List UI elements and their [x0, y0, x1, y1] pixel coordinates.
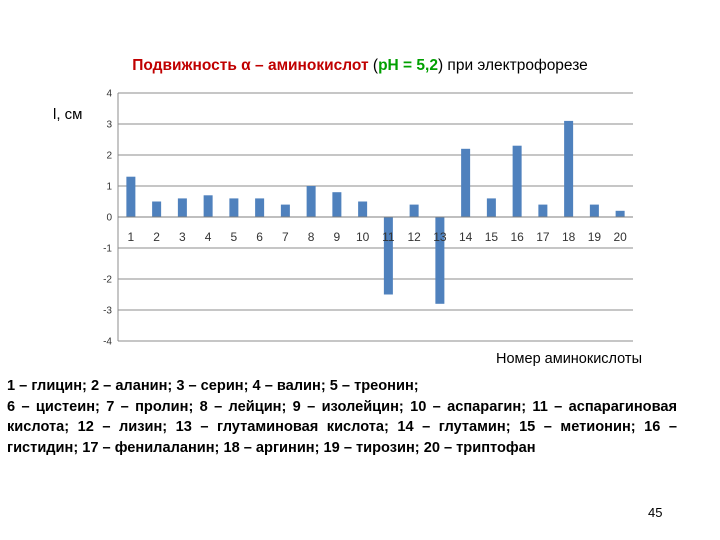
x-tick-label: 12	[407, 230, 421, 244]
x-tick-label: 19	[588, 230, 602, 244]
bar	[435, 217, 445, 304]
y-tick-label: 0	[106, 213, 112, 224]
bar	[255, 198, 265, 217]
x-tick-label: 11	[382, 230, 395, 244]
y-tick-label: -4	[103, 337, 112, 348]
x-tick-label: 9	[334, 230, 341, 244]
legend-line-1: 1 – глицин; 2 – аланин; 3 – серин; 4 – в…	[7, 378, 419, 394]
bar	[332, 192, 342, 217]
x-tick-label: 15	[485, 230, 499, 244]
bar	[538, 204, 548, 217]
bar	[486, 198, 496, 217]
bar	[229, 198, 239, 217]
x-tick-label: 14	[459, 230, 473, 244]
x-tick-label: 10	[356, 230, 370, 244]
y-tick-label: -2	[103, 275, 112, 286]
bar	[358, 201, 368, 217]
x-tick-label: 7	[282, 230, 289, 244]
title-paren-close: )	[437, 57, 444, 74]
y-tick-label: -1	[103, 244, 112, 255]
bar	[461, 148, 471, 217]
legend-line-rest: 6 – цистеин; 7 – пролин; 8 – лейцин; 9 –…	[7, 398, 677, 456]
title-ph: pH = 5,2	[378, 57, 438, 74]
x-tick-label: 2	[153, 230, 160, 244]
title-main: Подвижность α – аминокислот	[132, 57, 369, 74]
y-tick-label: 4	[106, 89, 112, 100]
x-tick-label: 6	[256, 230, 263, 244]
bar	[615, 210, 625, 217]
bar	[564, 120, 574, 217]
bar	[409, 204, 419, 217]
bar	[177, 198, 187, 217]
chart-title: Подвижность α – аминокислот (pH = 5,2) п…	[0, 56, 720, 76]
bar	[306, 186, 316, 217]
x-axis-label: Номер аминокислоты	[496, 351, 642, 367]
y-tick-label: 3	[106, 120, 112, 131]
page-number: 45	[648, 505, 663, 520]
title-paren-open: (	[368, 57, 379, 74]
x-tick-label: 8	[308, 230, 315, 244]
bar	[203, 195, 213, 217]
amino-acid-legend: 1 – глицин; 2 – аланин; 3 – серин; 4 – в…	[7, 376, 677, 458]
x-tick-label: 18	[562, 230, 576, 244]
y-tick-label: 1	[106, 182, 112, 193]
y-tick-label: 2	[106, 151, 112, 162]
title-tail: при электрофорезе	[443, 57, 588, 74]
bar	[126, 176, 136, 217]
x-tick-label: 5	[231, 230, 238, 244]
bar	[383, 217, 393, 295]
x-tick-label: 1	[128, 230, 135, 244]
x-tick-label: 17	[536, 230, 550, 244]
y-axis-label: l, см	[53, 106, 83, 123]
bar	[589, 204, 599, 217]
x-tick-label: 4	[205, 230, 212, 244]
x-tick-label: 20	[613, 230, 627, 244]
bar	[152, 201, 162, 217]
x-tick-label: 16	[510, 230, 524, 244]
x-tick-label: 3	[179, 230, 186, 244]
bar	[280, 204, 290, 217]
x-tick-label: 13	[433, 230, 447, 244]
y-tick-label: -3	[103, 306, 112, 317]
bar	[512, 145, 522, 217]
